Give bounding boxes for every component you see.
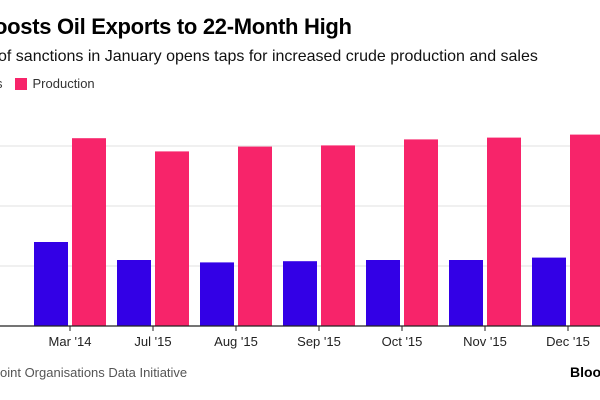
bar-production [570,134,600,326]
bar-exports [117,260,151,326]
legend-label-production: Production [32,76,95,91]
legend: s Production [0,76,107,91]
x-tick-label: Mar '14 [49,334,92,349]
bar-exports [366,260,400,326]
bar-exports [532,257,566,326]
bar-exports [34,242,68,326]
bar-production [321,145,355,326]
x-tick-label: Nov '15 [463,334,507,349]
bar-production [155,151,189,326]
bar-chart: Mar '14 Jul '15 Aug '15 Sep '15 Oct '15 Nov '… [0,134,600,349]
chart-subtitle: of sanctions in January opens taps for i… [0,48,538,65]
legend-label-exports: s [0,76,3,91]
legend-item-production: Production [14,76,95,91]
bar-production [238,146,272,326]
bar-exports [283,261,317,326]
x-tick-label: Jul '15 [134,334,171,349]
bar-production [72,138,106,326]
x-tick-label: Aug '15 [214,334,258,349]
legend-swatch-production [14,77,27,90]
bar-production [487,137,521,326]
legend-item-exports: s [0,76,3,91]
x-tick-label: Sep '15 [297,334,341,349]
x-tick-label: Oct '15 [382,334,423,349]
bar-exports [200,262,234,326]
brand-logo: Bloo [570,364,600,380]
bar-production [404,139,438,326]
source-note: oint Organisations Data Initiative [0,365,188,380]
bar-exports [449,260,483,326]
x-tick-label: Dec '15 [546,334,590,349]
chart-title: oosts Oil Exports to 22-Month High [0,14,352,39]
